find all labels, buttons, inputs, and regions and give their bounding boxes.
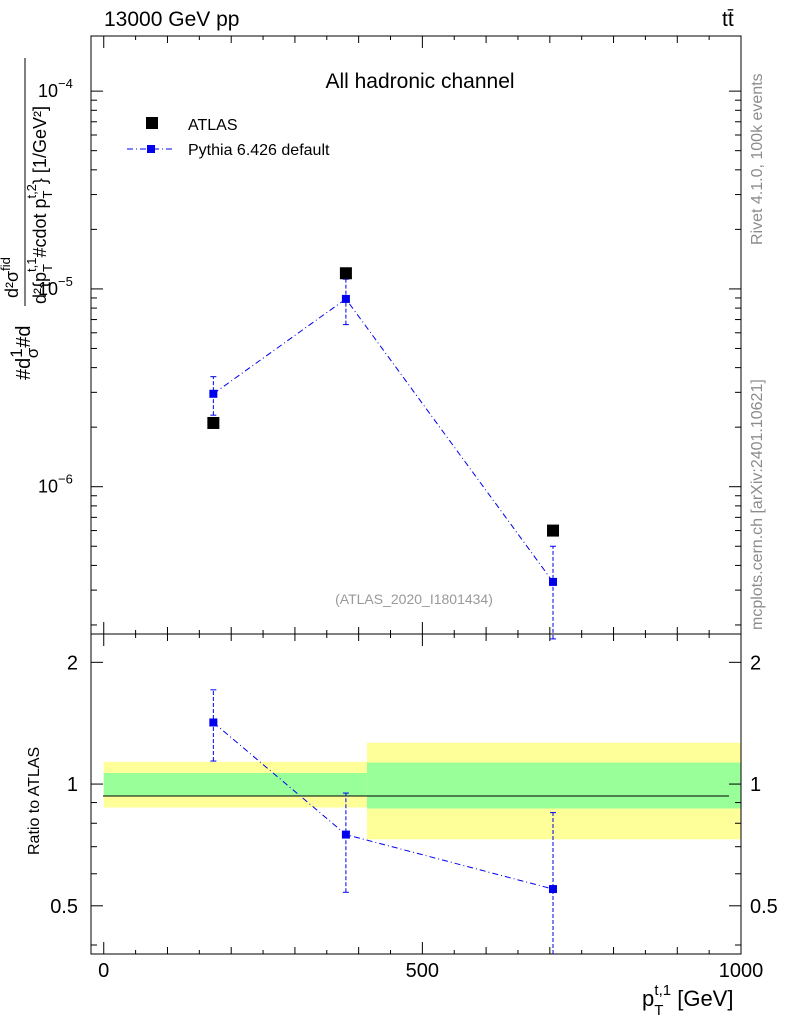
header-left: 13000 GeV pp <box>104 8 239 31</box>
ylabel-sigma: σ <box>23 347 42 358</box>
ratio-point <box>549 885 558 894</box>
ratio-ytick-label: 1 <box>67 774 78 796</box>
header-right: tt̄ <box>722 8 734 31</box>
legend-atlas-label: ATLAS <box>188 117 238 134</box>
ytick-exponent: −5 <box>58 274 73 289</box>
ratio-ytick-label-right: 2 <box>750 652 761 674</box>
main-ytick-label: 10−6 <box>38 472 73 497</box>
ylabel-frac-num-sup: fid <box>0 257 13 271</box>
main-marks <box>207 267 560 640</box>
xlabel-sub: T <box>654 1002 663 1019</box>
main-ytick-label: 10−4 <box>38 76 73 101</box>
ytick-exponent: −4 <box>58 76 73 91</box>
ratio-bands <box>103 742 741 840</box>
ratio-ytick-label: 0.5 <box>50 896 78 918</box>
ylabel-frac-num: d²σfid <box>0 257 22 298</box>
legend: ATLAS Pythia 6.426 default <box>127 117 330 159</box>
ytick-base: 10 <box>38 279 58 299</box>
main-panel: All hadronic channel (ATLAS_2020_I180143… <box>0 35 742 640</box>
xlabel-sup: t,1 <box>654 982 671 999</box>
mcplots-label: mcplots.cern.ch [arXiv:2401.10621] <box>749 379 766 630</box>
analysis-annotation: (ATLAS_2020_I1801434) <box>335 591 493 607</box>
xlabel-p: p <box>642 986 654 1011</box>
ylabel-den-d2p: d²{p <box>30 272 50 304</box>
ytick-base: 10 <box>38 81 58 101</box>
ratio-xtick-label: 500 <box>406 960 439 982</box>
main-ytick-label: 10−5 <box>38 274 73 299</box>
uncertainty-band-inner <box>103 773 367 796</box>
main-ylabel: #d1σ#d d²σfid d²{pTt,1#cdot pTt,2} [1/Ge… <box>0 58 55 380</box>
main-ticks <box>91 36 742 634</box>
atlas-point <box>547 524 560 537</box>
ylabel-frac-den: d²{pTt,1#cdot pTt,2} [1/GeV²] <box>24 106 55 304</box>
mc-series-line <box>213 298 554 583</box>
ytick-exponent: −6 <box>58 472 73 487</box>
atlas-point <box>339 267 352 280</box>
main-title: All hadronic channel <box>325 70 514 93</box>
ratio-panel: 0.5 0.5 1 1 2 2 0 500 1000 Ratio to ATLAS pTt,1 … <box>26 633 778 1019</box>
ratio-frame <box>90 633 742 955</box>
ylabel-d-prefix: #d <box>13 358 35 380</box>
ylabel-p1-sup: t,1 <box>24 258 39 272</box>
ratio-xtick-label: 1000 <box>719 960 764 982</box>
xlabel: pTt,1 [GeV] <box>642 982 733 1019</box>
ratio-ytick-label: 2 <box>67 652 78 674</box>
main-ytick-labels: 10−610−510−4 <box>38 76 73 497</box>
ylabel-d2: #d <box>13 326 35 348</box>
ylabel-cdot: #cdot p <box>30 199 50 258</box>
ylabel-p2-sup: t,2 <box>24 184 39 198</box>
legend-mc-label: Pythia 6.426 default <box>188 142 330 159</box>
ylabel-one: 1 <box>7 348 26 357</box>
atlas-point <box>207 416 220 429</box>
ytick-base: 10 <box>38 477 58 497</box>
ratio-ytick-label-right: 0.5 <box>750 896 778 918</box>
ratio-point <box>341 830 350 839</box>
ylabel-unit: } [1/GeV²] <box>30 106 50 184</box>
svg-text:#d1σ#d: #d1σ#d <box>7 326 42 380</box>
legend-mc-marker <box>147 145 155 153</box>
ratio-tick-labels: 0.5 0.5 1 1 2 2 0 500 1000 <box>50 652 778 982</box>
mc-point <box>341 294 350 303</box>
ratio-xtick-label: 0 <box>98 960 109 982</box>
ratio-point <box>209 718 218 727</box>
legend-atlas-marker <box>146 117 158 129</box>
ylabel-p2-sub: T <box>40 191 55 199</box>
uncertainty-band-inner <box>366 762 741 809</box>
ylabel-frac-num-text: d²σ <box>2 271 22 298</box>
ratio-ylabel: Ratio to ATLAS <box>26 747 43 855</box>
mc-point <box>549 577 558 586</box>
ratio-ytick-label-right: 1 <box>750 774 761 796</box>
ratio-marks <box>209 689 558 954</box>
xlabel-unit: [GeV] <box>671 986 733 1011</box>
mc-point <box>209 389 218 398</box>
ylabel-p1-sub: T <box>40 264 55 272</box>
rivet-label: Rivet 4.1.0, 100k events <box>749 73 766 245</box>
ratio-ticks <box>91 634 742 954</box>
